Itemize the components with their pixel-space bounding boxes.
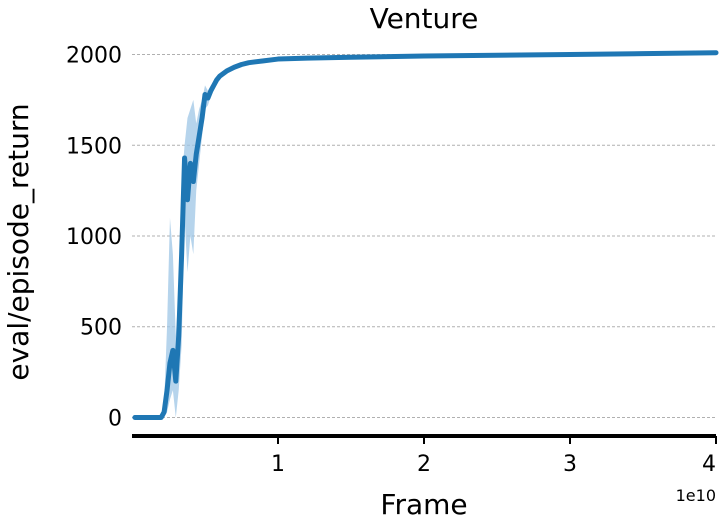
confidence-band <box>134 51 717 420</box>
y-tick-label: 2000 <box>66 44 122 69</box>
x-tick-label: 4 <box>702 452 716 477</box>
x-tick-label: 2 <box>417 452 431 477</box>
x-axis-label: Frame <box>380 488 467 521</box>
x-axis-ticks: 1 2 3 4 <box>271 436 717 477</box>
x-tick-label: 3 <box>563 452 577 477</box>
y-axis-ticks: 0 500 1000 1500 2000 <box>66 44 122 432</box>
x-tick-label: 1 <box>271 452 285 477</box>
grid <box>132 54 716 418</box>
y-tick-label: 1500 <box>66 134 122 159</box>
series-line <box>132 50 719 420</box>
chart-title: Venture <box>370 2 479 35</box>
y-axis-label: eval/episode_return <box>2 103 35 380</box>
y-tick-label: 0 <box>108 406 122 431</box>
x-offset-label: 1e10 <box>676 486 716 505</box>
y-tick-label: 1000 <box>66 225 122 250</box>
y-tick-label: 500 <box>80 316 122 341</box>
